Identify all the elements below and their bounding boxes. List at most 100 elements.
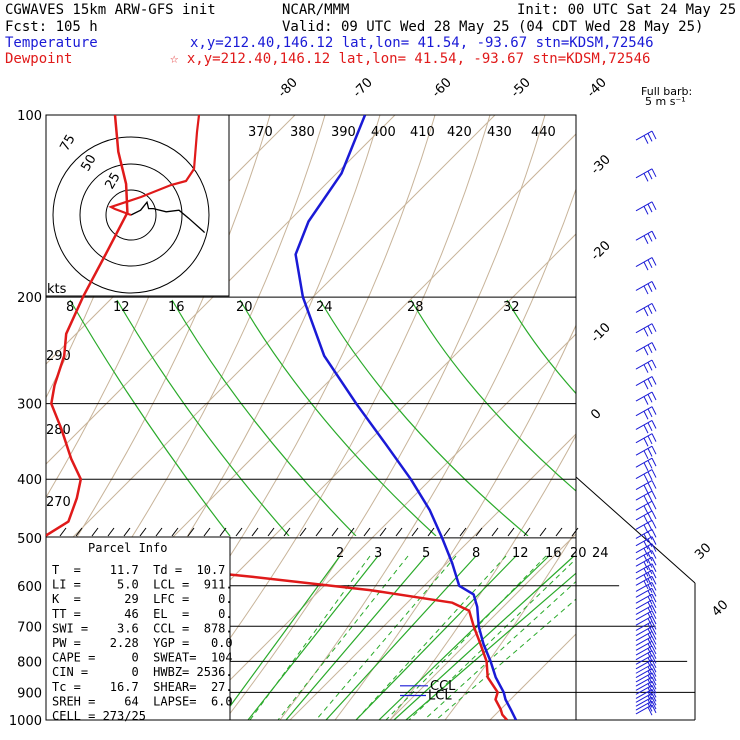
wind-barb-flag bbox=[643, 396, 649, 405]
parcel-row: CIN = 0 HWBZ= 2536. bbox=[52, 665, 233, 679]
wind-barb-shaft bbox=[635, 663, 653, 674]
wind-barb-flag bbox=[651, 621, 657, 630]
hodograph-ring bbox=[52, 136, 210, 294]
wind-barb-flag bbox=[647, 691, 653, 700]
mixing-label-lower: 5 bbox=[422, 546, 430, 561]
wind-barb-flag bbox=[651, 672, 657, 682]
pressure-tick-label: 500 bbox=[17, 532, 42, 547]
pressure-tick-label: 100 bbox=[17, 109, 42, 124]
wind-barb-flag bbox=[647, 572, 653, 581]
hatch-mark bbox=[171, 527, 179, 537]
wind-barb-flag bbox=[647, 435, 653, 445]
mixing-label-upper: 32 bbox=[503, 300, 520, 315]
wind-barb-flag bbox=[647, 283, 653, 292]
hodograph-ring-label: 25 bbox=[102, 170, 123, 192]
hatch-mark bbox=[491, 527, 499, 537]
pressure-tick-label: 700 bbox=[17, 620, 42, 635]
pressure-tick-label: 1000 bbox=[9, 714, 42, 729]
hatch-mark bbox=[235, 527, 243, 537]
wind-barb-flag bbox=[647, 305, 653, 314]
mixing-label-upper: 8 bbox=[66, 300, 74, 315]
wind-barb-shaft bbox=[635, 659, 653, 670]
isotherm-label: -60 bbox=[429, 75, 455, 101]
wind-barb-flag bbox=[643, 307, 649, 317]
wind-barb-flag bbox=[643, 261, 649, 271]
wind-barb-flag bbox=[647, 687, 653, 696]
wind-barb-flag bbox=[643, 533, 649, 543]
mixing-label-lower: 8 bbox=[472, 546, 480, 561]
wind-barb-flag bbox=[651, 520, 657, 529]
wind-barb-flag bbox=[643, 484, 649, 494]
theta-label: 270 bbox=[46, 495, 71, 510]
wind-barb-shaft bbox=[635, 469, 653, 480]
mixing-label-upper: 28 bbox=[407, 300, 424, 315]
wind-barb-flag bbox=[647, 699, 653, 708]
hatch-mark bbox=[123, 527, 131, 537]
wind-barb-flag bbox=[643, 580, 649, 590]
hatch-mark bbox=[459, 527, 467, 537]
wind-barb-flag bbox=[651, 668, 657, 677]
wind-barb-flag bbox=[647, 170, 653, 180]
barb-legend-line1: Full barb: bbox=[641, 85, 692, 98]
org-label: NCAR/MMM bbox=[282, 2, 349, 18]
temperature-line bbox=[294, 115, 518, 720]
wind-barb-shaft bbox=[635, 640, 653, 651]
wind-barb-flag bbox=[651, 563, 657, 572]
hatch-mark bbox=[299, 527, 307, 537]
wind-barb-flag bbox=[651, 681, 657, 690]
wind-barb-shaft bbox=[635, 281, 653, 291]
wind-barb-shaft bbox=[635, 433, 653, 444]
theta-labels: 370 380 390 400 410 420 430 440 290 280 270 bbox=[46, 125, 556, 510]
wind-barb-flag bbox=[647, 203, 653, 213]
wind-barb-shaft bbox=[635, 680, 653, 691]
wind-barb-flag bbox=[651, 593, 657, 603]
wind-barb-flag bbox=[651, 650, 657, 659]
wind-barb-flag bbox=[647, 378, 653, 388]
wind-barb-shaft bbox=[635, 257, 653, 267]
dry-adiabat bbox=[279, 187, 576, 720]
forecast-hour: Fcst: 105 h bbox=[5, 19, 98, 35]
mixing-label-upper: 12 bbox=[113, 300, 130, 315]
wind-barb-flag bbox=[643, 505, 649, 515]
wind-barb-flag bbox=[643, 346, 649, 356]
wind-barb-shaft bbox=[635, 445, 653, 456]
wind-barb-shaft bbox=[635, 563, 653, 574]
isotherm-line bbox=[389, 533, 576, 720]
wind-barb-flag bbox=[643, 438, 649, 447]
isotherm-line bbox=[46, 115, 496, 565]
theta-label: 280 bbox=[46, 423, 71, 438]
wind-barb-flag bbox=[651, 685, 657, 694]
wind-barb-shaft bbox=[635, 704, 653, 715]
isotherm-label: 40 bbox=[709, 598, 731, 620]
theta-label: 290 bbox=[46, 349, 71, 364]
mixing-ratio-lines: 8 12 16 20 24 28 32 2 3 5 8 12 16 20 24 bbox=[66, 299, 609, 720]
lower-boundary bbox=[575, 476, 696, 584]
wind-barb-flag bbox=[651, 610, 657, 620]
wind-barb-flag bbox=[647, 422, 653, 432]
hodograph-ring bbox=[105, 189, 157, 241]
theta-label: 430 bbox=[487, 125, 512, 140]
wind-barb-flag bbox=[651, 469, 657, 478]
wind-barb-flag bbox=[651, 615, 657, 625]
isotherm-line bbox=[289, 433, 576, 720]
isotherm-line bbox=[690, 115, 740, 720]
wind-barb-flag bbox=[651, 406, 657, 415]
wind-barb-shaft bbox=[635, 490, 653, 501]
wind-barb-shaft bbox=[635, 626, 653, 636]
wind-barb-flag bbox=[647, 590, 653, 599]
wind-barb-flag bbox=[651, 631, 657, 640]
hatch-mark bbox=[219, 527, 227, 537]
wind-barb-flag bbox=[651, 500, 657, 510]
hatch-mark bbox=[347, 527, 355, 537]
wind-barb-shaft bbox=[635, 650, 653, 661]
hodograph-ring bbox=[79, 163, 183, 267]
mixing-label-upper: 24 bbox=[316, 300, 333, 315]
hodograph-ring-label: 75 bbox=[57, 132, 78, 154]
wind-barb-flag bbox=[643, 561, 649, 571]
wind-barb-shaft bbox=[635, 620, 653, 631]
parcel-box bbox=[45, 536, 231, 721]
hatch-mark bbox=[411, 527, 419, 537]
isotherm-label: -40 bbox=[584, 75, 610, 101]
wind-barb-flag bbox=[647, 460, 653, 469]
parcel-row: LI = 5.0 LCL = 911. bbox=[52, 578, 233, 592]
